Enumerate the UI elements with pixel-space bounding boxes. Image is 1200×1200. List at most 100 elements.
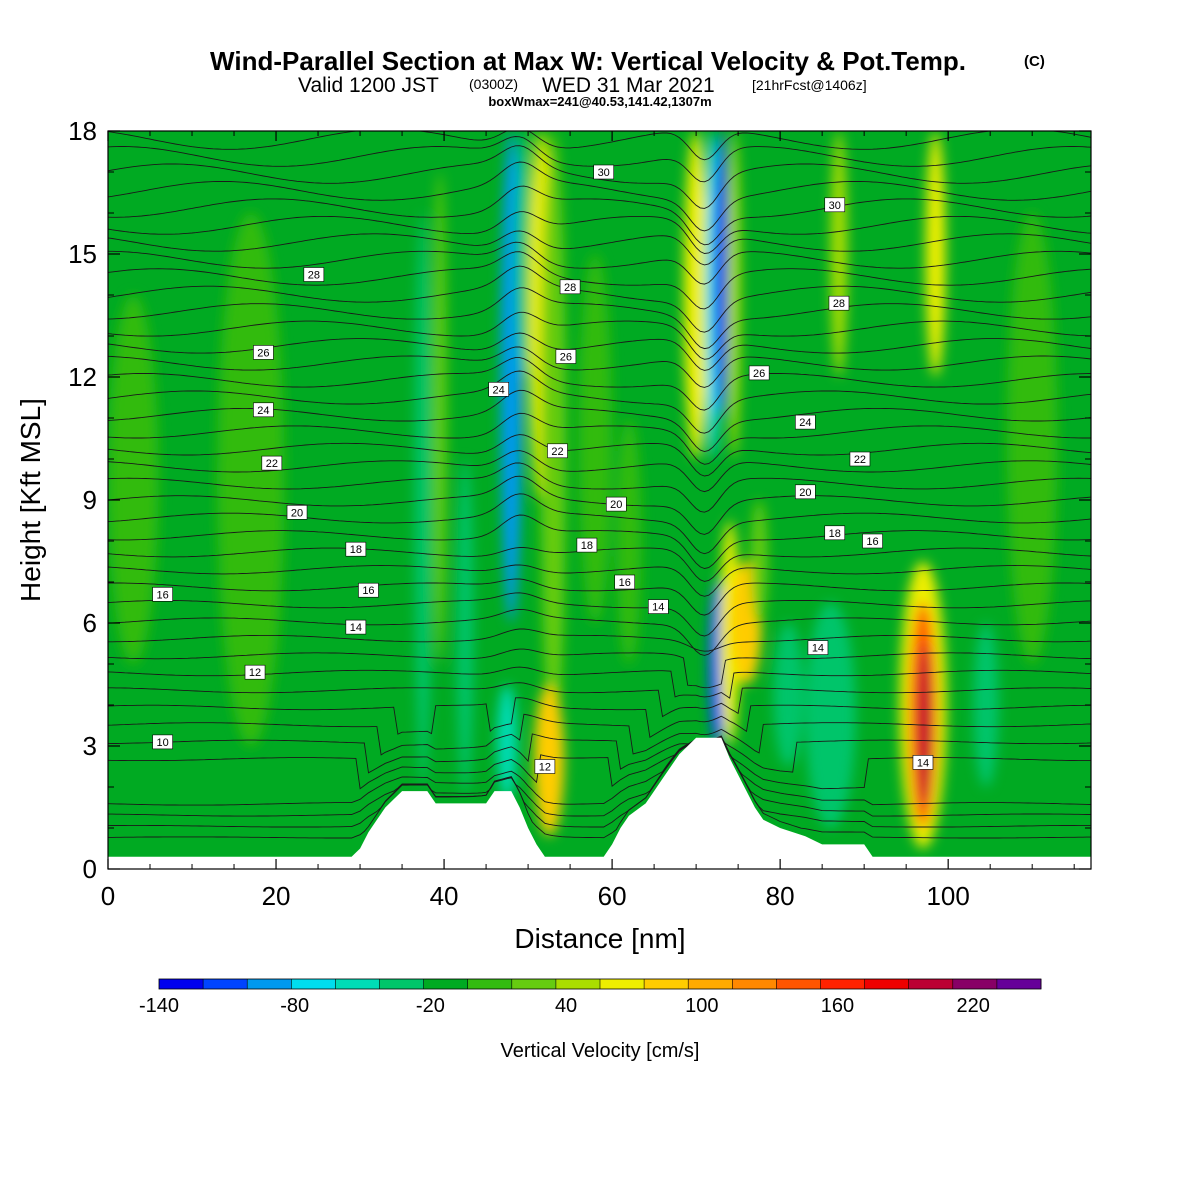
w-feature (433, 172, 447, 664)
contour-label: 24 (253, 402, 274, 418)
w-feature (773, 623, 804, 767)
svg-text:20: 20 (291, 507, 303, 519)
theta-contour (108, 713, 1091, 756)
w-feature (1006, 213, 1058, 664)
colorbar-swatch (467, 979, 513, 989)
w-feature (496, 684, 518, 800)
y-tick-label: 6 (83, 608, 97, 638)
colorbar-swatch (952, 979, 998, 989)
svg-text:18: 18 (350, 544, 362, 556)
contour-label: 16 (862, 533, 883, 549)
theta-contour (108, 697, 1091, 739)
contour-label: 28 (828, 295, 850, 311)
w-feature (750, 500, 768, 623)
x-tick-label: 60 (598, 881, 627, 911)
y-axis: 0 3 6 9 12 15 18 (68, 116, 1091, 884)
theta-contour (108, 493, 1091, 555)
svg-text:26: 26 (257, 347, 269, 359)
svg-text:22: 22 (854, 454, 866, 466)
theta-contour (108, 357, 1091, 411)
contour-label: 18 (345, 541, 367, 557)
svg-text:14: 14 (652, 602, 664, 614)
svg-text:16: 16 (619, 577, 631, 589)
colorbar-swatch (379, 979, 425, 989)
y-tick-label: 18 (68, 116, 97, 146)
contour-label: 20 (795, 484, 816, 500)
theta-contour (108, 462, 1091, 513)
contour-label: 18 (576, 537, 598, 553)
colorbar-swatch (908, 979, 954, 989)
contour-label: 14 (807, 640, 829, 655)
svg-text:12: 12 (249, 667, 261, 679)
contour-label: 16 (614, 574, 636, 590)
colorbar-swatch (776, 979, 821, 989)
svg-text:22: 22 (551, 446, 563, 458)
colorbar-tick-label: -20 (416, 995, 445, 1017)
colorbar-label: Vertical Velocity [cm/s] (501, 1040, 700, 1062)
colorbar-swatch (644, 979, 689, 989)
w-feature (540, 131, 566, 746)
colorbar-swatch (600, 979, 645, 989)
theta-contour (108, 230, 1091, 266)
theta-contour (108, 608, 1091, 656)
colorbar-swatch (423, 979, 469, 989)
theta-contour (108, 450, 1091, 493)
contour-label: 22 (261, 455, 283, 471)
contour-label: 20 (286, 504, 308, 520)
theta-contour (108, 736, 1091, 828)
contour-label: 24 (488, 381, 509, 397)
colorbar-tick-label: -140 (139, 995, 179, 1017)
svg-text:24: 24 (493, 384, 505, 396)
theta-contour (108, 735, 1091, 806)
colorbar-tick-label: 40 (555, 995, 577, 1017)
colorbar-swatch (555, 979, 601, 989)
theta-contour (108, 131, 1091, 161)
colorbar-swatch (732, 979, 777, 989)
w-feature (727, 131, 741, 459)
x-tick-label: 100 (926, 881, 969, 911)
colorbar-swatch (203, 979, 248, 989)
contour-label: 22 (849, 451, 871, 467)
svg-text:24: 24 (257, 405, 269, 417)
y-tick-label: 3 (83, 731, 97, 761)
theta-contour (108, 628, 1091, 652)
contour-labels: 10 12 14 14 14 14 12 16 16 16 16 18 18 18 20 20 20 22 22 22… (152, 164, 934, 774)
theta-contour (108, 370, 1091, 434)
valid-line-a: Valid 1200 JST (298, 74, 439, 97)
svg-text:28: 28 (833, 298, 845, 310)
theta-contour (108, 592, 1091, 637)
colorbar-swatch (335, 979, 380, 989)
w-feature (616, 418, 642, 664)
w-feature (515, 131, 533, 377)
x-axis: 0 20 40 60 80 100 (101, 131, 1075, 911)
theta-contour (108, 648, 1091, 689)
svg-text:16: 16 (156, 589, 168, 601)
potential-temperature-contours (108, 131, 1091, 839)
theta-contour (108, 211, 1091, 254)
chart-title: Wind-Parallel Section at Max W: Vertical… (210, 46, 966, 76)
x-tick-label: 20 (262, 881, 291, 911)
colorbar-tick-label: -80 (280, 995, 309, 1017)
theta-contour (108, 564, 1091, 597)
w-feature (108, 295, 159, 664)
theta-contour (108, 475, 1091, 535)
theta-contour (108, 287, 1091, 350)
contour-label: 22 (547, 443, 568, 459)
colorbar-swatch (159, 979, 204, 989)
colorbar-swatch (820, 979, 866, 989)
colorbar-swatch (291, 979, 336, 989)
contour-label: 24 (795, 414, 816, 430)
theta-contour (108, 185, 1091, 246)
theta-contour (108, 251, 1091, 310)
y-tick-label: 9 (83, 485, 97, 515)
svg-text:16: 16 (362, 585, 374, 597)
w-feature (925, 131, 946, 377)
colorbar-swatch (247, 979, 292, 989)
theta-contour (108, 735, 1091, 817)
box-info: boxWmax=241@40.53,141.42,1307m (488, 94, 711, 109)
w-feature (973, 623, 999, 787)
contour-label: 26 (555, 349, 577, 364)
contour-label: 30 (824, 197, 846, 213)
x-tick-label: 0 (101, 881, 115, 911)
